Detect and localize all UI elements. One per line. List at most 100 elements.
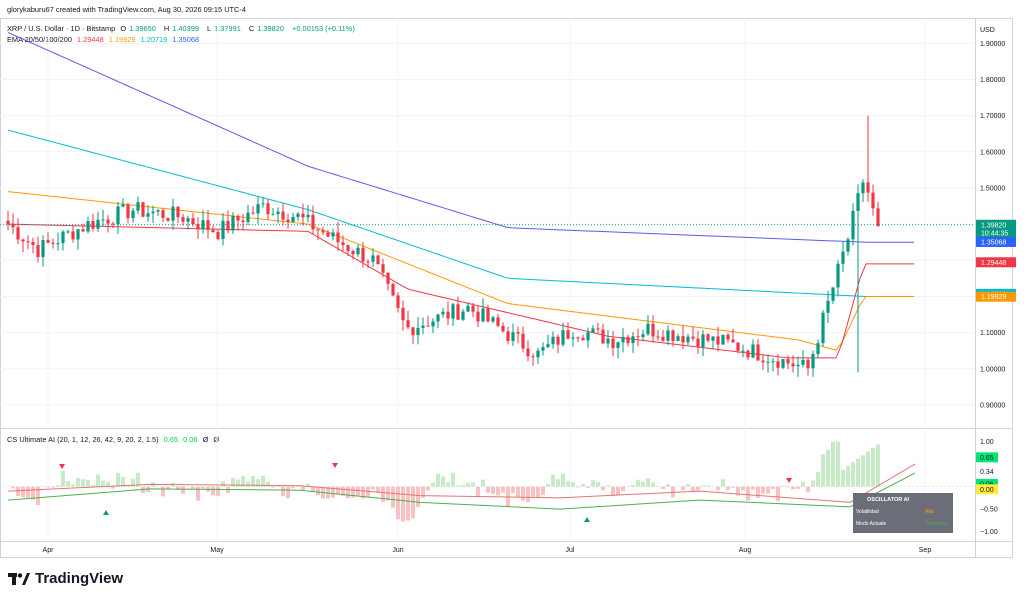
- candle: [456, 296, 460, 320]
- candle: [201, 209, 205, 234]
- osc-bar: [651, 482, 655, 487]
- candle-body: [566, 330, 570, 339]
- sell-signal-icon: [59, 464, 65, 469]
- osc-bar: [381, 486, 385, 503]
- candle-body: [181, 217, 185, 222]
- osc-bar: [51, 486, 55, 488]
- candle: [736, 342, 740, 354]
- osc-bar: [356, 486, 360, 497]
- symbol-name[interactable]: XRP / U.S. Dollar · 1D · Bitstamp: [7, 24, 116, 33]
- osc-bar: [271, 486, 275, 488]
- indicator-legend[interactable]: CS Ultimate AI (20, 1, 12, 26, 42, 9, 20…: [7, 435, 222, 444]
- candle-body: [441, 311, 445, 315]
- candle-body: [411, 327, 415, 336]
- candle: [441, 307, 445, 318]
- candle: [16, 218, 20, 245]
- osc-bar: [131, 478, 135, 487]
- candle-body: [586, 332, 590, 341]
- time-tick-label: May: [210, 547, 224, 554]
- candle-body: [571, 337, 575, 339]
- candle-body: [376, 255, 380, 265]
- ema-legend[interactable]: EMA 20/50/100/200 1.29448 1.19929 1.2071…: [7, 35, 202, 44]
- sell-signal-icon: [332, 463, 338, 468]
- tradingview-logo[interactable]: TradingView: [8, 570, 123, 587]
- candle-body: [721, 334, 725, 345]
- candle: [146, 205, 150, 222]
- osc-bar: [761, 486, 765, 494]
- candle-body: [486, 308, 490, 322]
- candle-body: [631, 336, 635, 344]
- candle: [376, 254, 380, 265]
- candle-body: [661, 336, 665, 341]
- candle: [666, 325, 670, 345]
- candle-body: [816, 343, 820, 354]
- candle: [81, 223, 85, 232]
- osc-bar: [816, 472, 820, 487]
- osc-bar: [261, 475, 265, 487]
- osc-bar: [756, 486, 760, 498]
- candle: [721, 334, 725, 345]
- price-tag: 1.29448: [976, 257, 1016, 268]
- price-tick-label: 1.90000: [980, 41, 1005, 48]
- symbol-legend[interactable]: XRP / U.S. Dollar · 1D · Bitstamp O 1.396…: [7, 24, 358, 33]
- candle: [791, 355, 795, 373]
- candle: [856, 184, 860, 373]
- candle: [346, 244, 350, 257]
- candle: [271, 207, 275, 216]
- candle: [71, 225, 75, 243]
- osc-tick-label: −0.50: [980, 507, 998, 514]
- osc-bar: [631, 485, 635, 487]
- osc-bar: [426, 486, 430, 491]
- candle: [166, 217, 170, 223]
- time-tick-label: Aug: [739, 547, 752, 554]
- osc-bar: [176, 486, 180, 491]
- osc-bar: [286, 486, 290, 499]
- ema50-value: 1.19929: [108, 35, 136, 44]
- indicator-label[interactable]: CS Ultimate AI (20, 1, 12, 26, 42, 9, 20…: [7, 435, 159, 444]
- candle: [56, 232, 60, 251]
- osc-bar: [806, 486, 810, 493]
- candle: [686, 333, 690, 345]
- osc-bar: [456, 485, 460, 487]
- osc-bar: [646, 478, 650, 487]
- osc-bar: [636, 479, 640, 487]
- candle-body: [186, 218, 190, 222]
- time-axis[interactable]: Apr May Jun Jul Aug Sep: [43, 547, 932, 554]
- candle: [211, 225, 215, 233]
- osc-bar: [36, 486, 40, 506]
- candle-body: [626, 336, 630, 344]
- candle-body: [581, 337, 585, 341]
- osc-bar: [21, 486, 25, 498]
- candle-body: [601, 329, 605, 344]
- osc-bar: [301, 486, 305, 491]
- osc-bar: [796, 486, 800, 489]
- candle: [726, 332, 730, 343]
- osc-bar: [721, 479, 725, 487]
- candle-body: [416, 327, 420, 336]
- candle-body: [606, 338, 610, 344]
- candle-body: [301, 213, 305, 218]
- candle: [461, 308, 465, 322]
- volatility-value: Alta: [925, 509, 934, 515]
- candle-body: [711, 336, 715, 341]
- ema-label[interactable]: EMA 20/50/100/200: [7, 35, 72, 44]
- osc-bar: [431, 482, 435, 487]
- price-axis[interactable]: USD 1.90000 1.80000 1.70000 1.60000 1.50000 1.…: [976, 27, 1016, 536]
- candle-body: [121, 204, 125, 207]
- candlesticks: [6, 115, 880, 377]
- candle: [606, 330, 610, 349]
- candle: [41, 235, 45, 267]
- candle: [311, 205, 315, 235]
- candle-body: [281, 211, 285, 220]
- candle: [316, 228, 320, 241]
- osc-tag-label: 0.00: [980, 487, 994, 494]
- candle: [781, 358, 785, 370]
- candle: [436, 313, 440, 329]
- candle-body: [261, 203, 265, 205]
- candle: [661, 330, 665, 342]
- candle: [156, 209, 160, 217]
- osc-bar: [121, 476, 125, 487]
- candle: [741, 344, 745, 358]
